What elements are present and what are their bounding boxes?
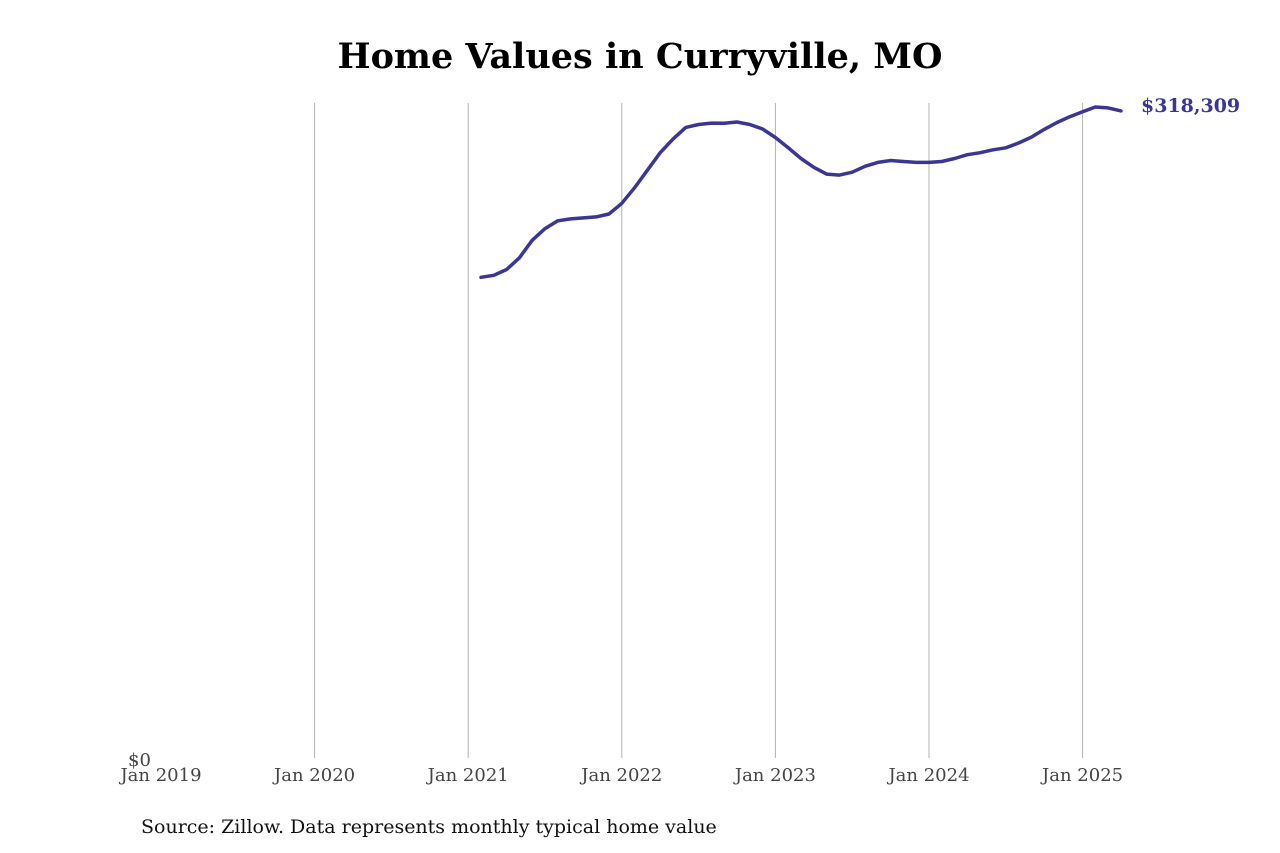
- y-axis-zero-label: $0: [128, 750, 151, 771]
- x-tick-label: Jan 2020: [272, 765, 355, 786]
- gridlines: [314, 103, 1084, 758]
- x-tick-label: Jan 2022: [579, 765, 662, 786]
- x-tick-label: Jan 2024: [886, 765, 969, 786]
- chart-title: Home Values in Curryville, MO: [337, 36, 943, 77]
- x-axis-ticks: Jan 2019 Jan 2020 Jan 2021 Jan 2022 Jan 2023…: [118, 765, 1123, 786]
- series-line: [479, 105, 1123, 280]
- x-tick-label: Jan 2025: [1040, 765, 1123, 786]
- source-note: Source: Zillow. Data represents monthly …: [141, 816, 717, 838]
- x-tick-label: Jan 2019: [118, 765, 201, 786]
- x-tick-label: Jan 2023: [733, 765, 816, 786]
- x-tick-label: Jan 2021: [426, 765, 509, 786]
- end-value-label: $318,309: [1141, 95, 1240, 117]
